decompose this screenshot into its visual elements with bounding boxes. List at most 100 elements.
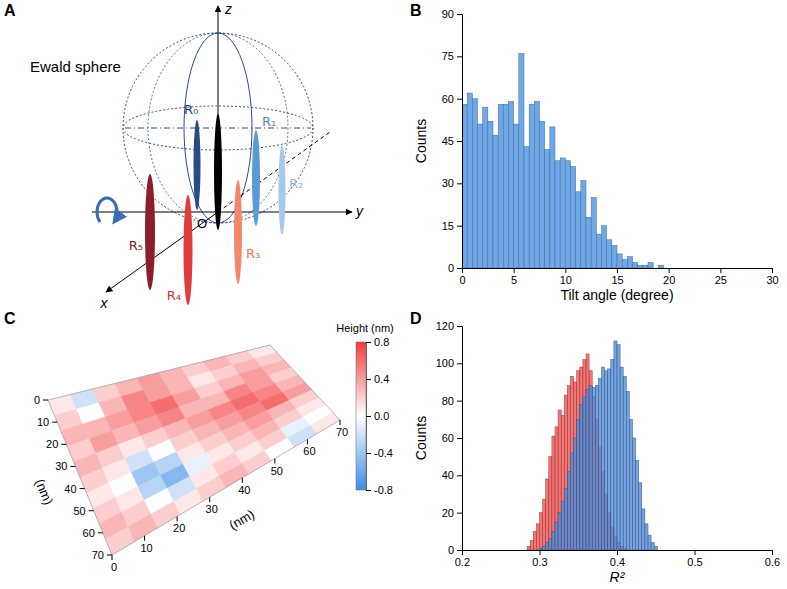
bar bbox=[629, 419, 632, 550]
tick-label: 70 bbox=[336, 426, 348, 438]
bar bbox=[549, 539, 552, 550]
tick: -0.4 bbox=[366, 447, 393, 459]
tick: 80 bbox=[442, 395, 462, 407]
axis-title: Counts bbox=[413, 416, 429, 460]
tick-mark bbox=[669, 268, 670, 273]
tick-label: 100 bbox=[436, 357, 454, 369]
x-axis: 0.20.30.40.50.6 bbox=[455, 550, 780, 568]
tick-mark bbox=[457, 226, 462, 227]
y-axis-line bbox=[457, 15, 463, 269]
tick-mark bbox=[107, 555, 112, 556]
bar bbox=[636, 460, 639, 550]
tick-mark bbox=[242, 478, 243, 483]
tick-label: 40 bbox=[238, 484, 250, 496]
tick: 30 bbox=[766, 268, 778, 286]
tick-label: 30 bbox=[766, 274, 778, 286]
title: Ewald sphere bbox=[30, 58, 121, 75]
bar bbox=[589, 386, 592, 550]
bar bbox=[645, 524, 648, 550]
axis-label: z bbox=[224, 1, 232, 17]
bar bbox=[529, 104, 534, 268]
bar bbox=[543, 546, 546, 550]
bar bbox=[534, 101, 539, 268]
tick: 0.2 bbox=[455, 550, 470, 568]
bar bbox=[605, 371, 608, 550]
bar bbox=[558, 513, 561, 550]
bar bbox=[591, 197, 596, 268]
rod bbox=[194, 120, 201, 210]
bar bbox=[576, 192, 581, 268]
tick-label: 75 bbox=[442, 50, 454, 62]
tick-label: 60 bbox=[442, 93, 454, 105]
bar bbox=[503, 104, 508, 268]
colorbar-axis-line bbox=[367, 343, 372, 491]
tick-mark bbox=[61, 444, 66, 445]
tick-label: 0.4 bbox=[374, 373, 389, 385]
bar bbox=[583, 397, 586, 550]
rod-label: R₁ bbox=[262, 114, 276, 129]
tick-label: 90 bbox=[442, 8, 454, 20]
bar bbox=[545, 149, 550, 268]
bar bbox=[653, 268, 658, 269]
tick-label: -0.8 bbox=[374, 484, 393, 496]
bar bbox=[546, 479, 549, 550]
tick: 10 bbox=[560, 268, 572, 286]
tick-mark bbox=[457, 401, 462, 402]
tick: 120 bbox=[436, 320, 462, 332]
rod bbox=[145, 174, 155, 290]
diagram: AR₀R₁R₂R₃R₄R₅Ewald spherexyzO bbox=[4, 1, 364, 311]
tick-label: 20 bbox=[442, 507, 454, 519]
tick-mark bbox=[89, 510, 94, 511]
rod bbox=[252, 130, 260, 226]
tick-label: 0.2 bbox=[455, 556, 470, 568]
tick: 100 bbox=[436, 357, 462, 369]
tick: 15 bbox=[442, 220, 462, 232]
tick-mark bbox=[457, 475, 462, 476]
tick-mark bbox=[366, 490, 371, 491]
bar bbox=[574, 382, 577, 550]
tick-mark bbox=[695, 550, 696, 555]
bar bbox=[565, 161, 570, 268]
bar bbox=[558, 410, 561, 550]
bar bbox=[654, 546, 657, 550]
tick: 0.4 bbox=[610, 550, 625, 568]
bar bbox=[550, 127, 555, 268]
bar bbox=[560, 158, 565, 268]
bar bbox=[546, 543, 549, 550]
tick-label: 40 bbox=[64, 483, 76, 495]
dashed-axis bbox=[218, 132, 330, 212]
tick-mark bbox=[177, 516, 178, 521]
bar bbox=[571, 453, 574, 550]
tick: -0.8 bbox=[366, 484, 393, 496]
tick: 20 bbox=[663, 268, 675, 286]
tick-label: 30 bbox=[206, 503, 218, 515]
tick: 40 bbox=[442, 469, 462, 481]
bar bbox=[540, 121, 545, 268]
panel-label: A bbox=[4, 2, 16, 19]
tick-label: 30 bbox=[442, 177, 454, 189]
tick-label: 0.5 bbox=[687, 556, 702, 568]
tick-label: 120 bbox=[436, 320, 454, 332]
tick: 0 bbox=[448, 544, 462, 556]
bar bbox=[514, 124, 519, 268]
tick-label: 10 bbox=[560, 274, 572, 286]
tick: 25 bbox=[715, 268, 727, 286]
tick-label: 60 bbox=[83, 527, 95, 539]
tick-label: 50 bbox=[73, 505, 85, 517]
tick-mark bbox=[772, 550, 773, 555]
bar bbox=[622, 260, 627, 268]
tick: 5 bbox=[511, 268, 517, 286]
bar bbox=[627, 257, 632, 268]
bar bbox=[483, 107, 488, 268]
bar bbox=[533, 531, 536, 550]
tick-label: 50 bbox=[271, 465, 283, 477]
tick-label: 0.4 bbox=[610, 556, 625, 568]
bar bbox=[596, 234, 601, 268]
tick-label: 0 bbox=[111, 561, 117, 573]
bar bbox=[642, 509, 645, 550]
tick-mark bbox=[209, 497, 210, 502]
tick-label: 0 bbox=[34, 394, 40, 406]
bar bbox=[530, 541, 533, 550]
bar bbox=[472, 99, 477, 268]
bar bbox=[555, 522, 558, 550]
